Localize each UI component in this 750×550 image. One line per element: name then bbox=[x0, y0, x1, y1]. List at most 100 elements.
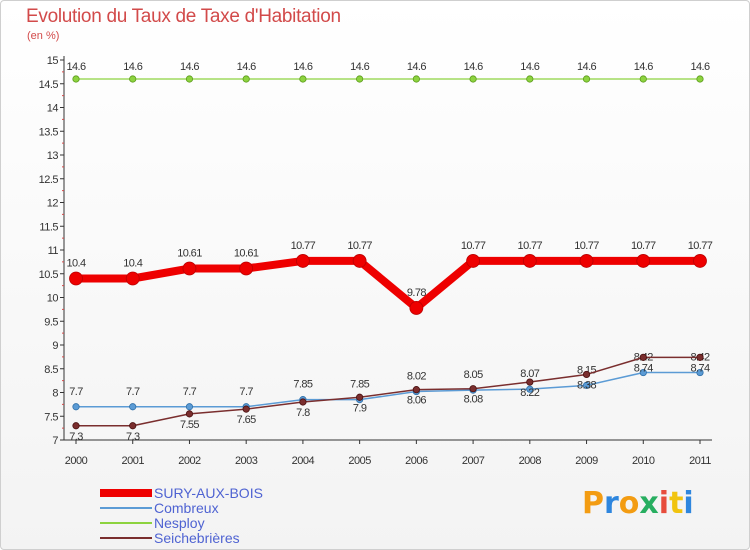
data-point bbox=[469, 75, 477, 83]
logo-letter: r bbox=[604, 486, 619, 521]
data-label: 7.8 bbox=[296, 407, 310, 419]
data-point bbox=[582, 370, 591, 379]
data-label: 8.05 bbox=[464, 369, 483, 381]
data-point bbox=[466, 254, 480, 268]
data-label: 10.77 bbox=[574, 240, 599, 252]
data-point bbox=[299, 398, 307, 406]
data-point bbox=[299, 75, 307, 83]
x-tick-label: 2003 bbox=[235, 455, 258, 467]
data-label: 14.6 bbox=[520, 61, 539, 73]
data-label: 7.7 bbox=[126, 386, 140, 398]
data-label: 7.9 bbox=[353, 402, 367, 414]
data-point bbox=[72, 422, 80, 430]
legend-swatch bbox=[100, 489, 152, 497]
y-tick-label: 12 bbox=[47, 198, 59, 210]
data-point bbox=[69, 271, 83, 286]
data-label: 14.6 bbox=[180, 61, 199, 73]
data-point bbox=[239, 261, 254, 276]
chart-subtitle: (en %) bbox=[27, 30, 60, 42]
data-label: 14.6 bbox=[66, 61, 85, 73]
data-label: 14.6 bbox=[577, 61, 596, 73]
data-label: 10.77 bbox=[347, 240, 372, 252]
data-label: 7.3 bbox=[69, 431, 83, 443]
y-tick-label: 11.5 bbox=[39, 221, 58, 233]
chart-title: Evolution du Taux de Taxe d'Habitation bbox=[26, 6, 341, 27]
y-tick-label: 8.5 bbox=[44, 364, 58, 376]
y-tick-label: 7.5 bbox=[44, 411, 58, 423]
y-tick-label: 10 bbox=[47, 293, 59, 305]
data-point bbox=[579, 254, 594, 268]
data-point bbox=[693, 254, 707, 268]
x-tick-label: 2005 bbox=[348, 455, 371, 467]
data-label: 14.6 bbox=[464, 61, 483, 73]
x-tick-label: 2000 bbox=[65, 455, 88, 467]
data-point bbox=[185, 403, 194, 411]
data-label: 7.7 bbox=[69, 386, 83, 398]
data-point bbox=[696, 75, 704, 83]
data-label: 8.08 bbox=[464, 394, 483, 406]
data-label: 9.78 bbox=[407, 287, 426, 299]
data-label: 8.02 bbox=[407, 371, 426, 383]
data-label: 7.3 bbox=[126, 431, 140, 443]
logo-letter: o bbox=[618, 486, 640, 521]
y-tick-label: 8 bbox=[52, 388, 58, 400]
data-label: 10.61 bbox=[234, 248, 259, 260]
data-point bbox=[242, 75, 250, 83]
x-tick-label: 2010 bbox=[632, 455, 655, 467]
y-tick-label: 15 bbox=[47, 55, 59, 67]
data-label: 14.6 bbox=[690, 61, 709, 73]
y-tick-label: 13 bbox=[47, 150, 59, 162]
data-label: 10.77 bbox=[688, 240, 713, 252]
data-label: 8.22 bbox=[520, 387, 539, 399]
series-line-3 bbox=[75, 356, 701, 427]
data-label: 10.77 bbox=[461, 240, 486, 252]
data-label: 14.6 bbox=[350, 61, 369, 73]
data-point bbox=[412, 386, 420, 394]
x-tick-label: 2008 bbox=[519, 455, 542, 467]
logo-letter: P bbox=[582, 486, 604, 521]
data-label: 7.85 bbox=[350, 379, 369, 391]
y-tick-label: 11 bbox=[48, 245, 59, 257]
x-tick-label: 2001 bbox=[121, 455, 144, 467]
data-point bbox=[72, 403, 80, 411]
data-label: 8.74 bbox=[690, 362, 709, 374]
data-label: 10.4 bbox=[123, 258, 142, 270]
data-label: 7.65 bbox=[237, 414, 256, 426]
data-point bbox=[129, 75, 137, 83]
x-tick-label: 2011 bbox=[689, 455, 711, 467]
y-tick-label: 13.5 bbox=[39, 126, 59, 138]
data-label: 14.6 bbox=[634, 61, 653, 73]
legend-label: Nesploy bbox=[154, 515, 205, 531]
data-label: 10.77 bbox=[291, 240, 316, 252]
legend-swatch bbox=[100, 507, 152, 509]
x-tick-label: 2004 bbox=[292, 455, 315, 467]
data-point bbox=[182, 261, 197, 276]
data-label: 14.6 bbox=[123, 61, 142, 73]
data-label: 10.4 bbox=[66, 258, 85, 270]
y-tick-label: 9 bbox=[52, 340, 58, 352]
x-tick-label: 2006 bbox=[405, 455, 428, 467]
legend-swatch bbox=[100, 537, 152, 539]
data-label: 14.6 bbox=[407, 61, 426, 73]
y-tick-label: 9.5 bbox=[44, 316, 58, 328]
data-point bbox=[526, 75, 534, 83]
data-point bbox=[696, 353, 704, 361]
data-label: 8.07 bbox=[520, 368, 539, 380]
series-line-1 bbox=[75, 371, 701, 408]
data-label: 8.74 bbox=[634, 362, 653, 374]
data-point bbox=[129, 422, 137, 430]
legend-swatch bbox=[100, 522, 152, 524]
data-point bbox=[356, 393, 364, 401]
data-point bbox=[356, 75, 364, 83]
data-point bbox=[185, 410, 194, 418]
legend-label: Combreux bbox=[154, 500, 219, 516]
data-label: 7.7 bbox=[183, 386, 197, 398]
data-point bbox=[352, 254, 367, 268]
data-label: 10.77 bbox=[631, 240, 656, 252]
data-point bbox=[129, 403, 137, 411]
data-point bbox=[526, 378, 534, 386]
data-label: 7.85 bbox=[293, 379, 312, 391]
series-line-0 bbox=[72, 256, 704, 312]
data-point bbox=[526, 385, 534, 393]
data-label: 10.77 bbox=[518, 240, 543, 252]
